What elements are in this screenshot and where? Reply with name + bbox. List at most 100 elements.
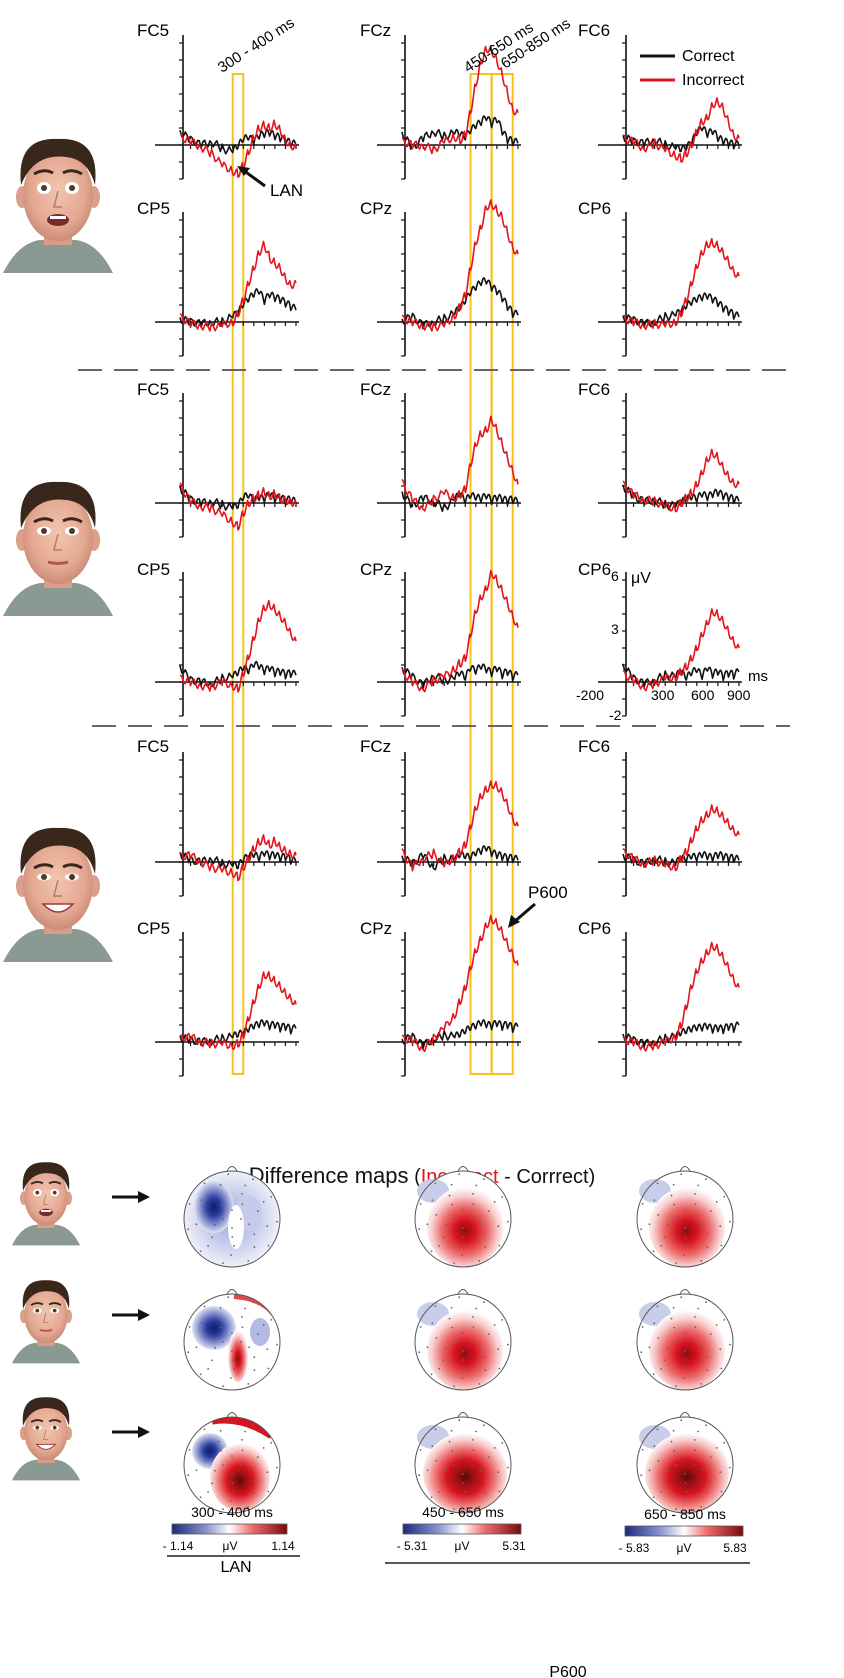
electrode-dot xyxy=(256,1456,259,1458)
electrode-dot xyxy=(684,1227,686,1229)
right-arrowhead xyxy=(138,1426,150,1438)
electrode-dot xyxy=(211,1236,214,1239)
eyebrow xyxy=(30,1181,44,1185)
electrode-dot xyxy=(419,1449,422,1451)
electrode-dot xyxy=(701,1346,704,1349)
electrode-dot xyxy=(675,1218,677,1220)
electrode-dot xyxy=(462,1332,464,1334)
head-outline xyxy=(636,1416,734,1514)
electrode-dot xyxy=(230,1500,232,1502)
electrode-dot xyxy=(233,1368,235,1370)
electrode-dot xyxy=(683,1377,685,1379)
electrode-dot xyxy=(270,1196,273,1198)
electrode-dot xyxy=(675,1385,677,1387)
series-line-incorrect xyxy=(179,970,297,1051)
electrode-dot xyxy=(451,1326,454,1329)
series-line-correct xyxy=(401,115,519,150)
electrode-dot xyxy=(648,1223,651,1226)
electrode-label: FC6 xyxy=(578,737,610,756)
electrode-dot xyxy=(203,1182,206,1185)
electrode-dot xyxy=(240,1218,242,1220)
electrode-dot xyxy=(450,1306,453,1309)
face-fearful xyxy=(3,138,113,273)
series-line-correct xyxy=(401,845,519,871)
p600-label: P600 xyxy=(528,883,568,902)
electrode-dot xyxy=(248,1223,251,1226)
pupil xyxy=(41,185,47,191)
electrode-dot xyxy=(493,1201,496,1203)
electrode-label: FCz xyxy=(360,21,391,40)
electrode-dot xyxy=(673,1326,676,1329)
electrode-dot xyxy=(472,1316,474,1318)
electrode-dot xyxy=(719,1348,722,1351)
electrode-dot xyxy=(438,1368,440,1370)
electrode-dot xyxy=(241,1316,243,1318)
electrode-dot xyxy=(701,1223,704,1226)
electrode-dot xyxy=(664,1359,667,1362)
electrode-dot xyxy=(207,1245,210,1247)
electrode-dot xyxy=(660,1245,662,1247)
electrode-dot xyxy=(472,1449,475,1452)
electrode-dot xyxy=(648,1469,651,1472)
electrode-dot xyxy=(207,1368,210,1370)
electrode-dot xyxy=(705,1301,707,1304)
series-line-correct xyxy=(401,277,519,330)
electrode-dot xyxy=(222,1218,224,1220)
window-rect-lan xyxy=(231,73,245,1075)
electrode-dot xyxy=(680,1173,683,1176)
electrode-dot xyxy=(653,1445,656,1448)
series-line-correct xyxy=(401,491,519,512)
electrode-dot xyxy=(462,1209,464,1211)
electrode-dot xyxy=(220,1326,223,1329)
electrode-dot xyxy=(715,1324,718,1326)
electrode-dot xyxy=(723,1196,726,1198)
electrode-dot xyxy=(684,1332,686,1334)
electrode-dot xyxy=(203,1428,206,1431)
electrode-dot xyxy=(231,1332,233,1334)
series-line-incorrect xyxy=(401,914,519,1053)
electrode-dot xyxy=(426,1346,429,1349)
electrode-dot xyxy=(686,1491,688,1493)
electrode-dot xyxy=(256,1210,259,1212)
electrode-dot xyxy=(453,1262,455,1264)
electrode-dot xyxy=(706,1479,709,1482)
electrode-dot xyxy=(199,1496,202,1499)
electrode-dot xyxy=(497,1348,500,1351)
series-line-correct xyxy=(179,128,297,155)
electrode-dot xyxy=(435,1460,438,1462)
electrode-dot xyxy=(453,1218,455,1220)
electrode-dot xyxy=(217,1440,220,1443)
p600-arrow xyxy=(513,902,536,924)
electrode-dot xyxy=(670,1440,673,1443)
electrode-dot xyxy=(233,1245,235,1247)
series-line-incorrect xyxy=(401,45,519,155)
electrode-dot xyxy=(267,1244,270,1247)
electrode-dot xyxy=(686,1368,688,1370)
topomap-r3-c1 xyxy=(183,1412,281,1514)
erp-panel-fc6-3: FC6 xyxy=(578,737,742,897)
series-line-correct xyxy=(179,486,297,511)
right-arrowhead xyxy=(138,1309,150,1321)
electrode-dot xyxy=(694,1449,697,1452)
electrode-dot xyxy=(640,1474,643,1477)
electrode-label: CP5 xyxy=(137,919,170,938)
lan-group-label: LAN xyxy=(220,1559,251,1576)
colorbar-3-unit: μV xyxy=(677,1541,692,1555)
electrode-dot xyxy=(464,1245,466,1247)
electrode-dot xyxy=(431,1322,434,1325)
electrode-dot xyxy=(641,1326,644,1328)
electrode-dot xyxy=(451,1203,454,1206)
colorbar-2 xyxy=(402,1523,522,1535)
electrode-dot xyxy=(231,1359,234,1361)
erp-panel-fc5-3: FC5 xyxy=(137,737,299,897)
electrode-dot xyxy=(462,1455,464,1457)
electrode-dot xyxy=(241,1449,244,1452)
electrode-dot xyxy=(431,1199,434,1202)
legend: Correct Incorrect xyxy=(640,48,745,89)
electrode-dot xyxy=(675,1464,677,1466)
electrode-dot xyxy=(188,1203,191,1205)
teeth xyxy=(41,1210,51,1212)
colorbar-3-min: - 5.83 xyxy=(619,1541,650,1555)
legend-label-correct: Correct xyxy=(682,48,735,65)
electrode-dot xyxy=(199,1373,202,1376)
